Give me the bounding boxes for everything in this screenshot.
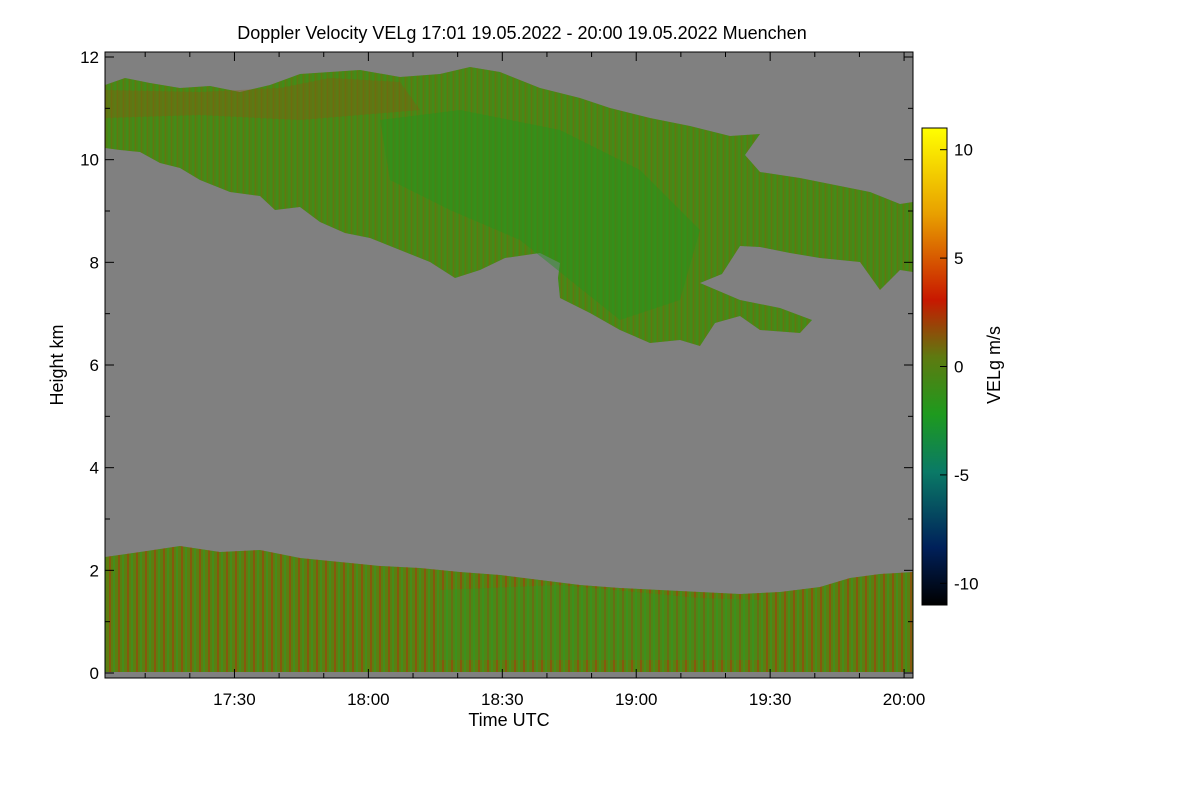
x-tick-label: 19:00 — [615, 690, 658, 709]
y-tick-label: 6 — [90, 356, 99, 375]
y-tick-label: 10 — [80, 151, 99, 170]
y-tick-label: 12 — [80, 48, 99, 67]
colorbar-tick-label: -5 — [954, 466, 969, 485]
chart-title: Doppler Velocity VELg 17:01 19.05.2022 -… — [237, 23, 806, 43]
boundary-layer — [105, 546, 913, 672]
y-axis: 0 2 4 6 8 10 12 — [80, 48, 913, 683]
colorbar-tick-label: 0 — [954, 358, 963, 377]
x-tick-label: 18:30 — [481, 690, 524, 709]
colorbar-tick-label: 10 — [954, 141, 973, 160]
colorbar-ticks: 10 5 0 -5 -10 — [940, 141, 979, 593]
x-tick-label: 18:00 — [347, 690, 390, 709]
y-tick-label: 0 — [90, 664, 99, 683]
x-tick-label: 17:30 — [213, 690, 256, 709]
colorbar-tick-label: 5 — [954, 249, 963, 268]
colorbar-tick-label: -10 — [954, 574, 979, 593]
y-tick-label: 8 — [90, 253, 99, 272]
upper-cloud-layer — [105, 67, 913, 346]
x-axis: 17:30 18:00 18:30 19:00 19:30 20:00 — [144, 52, 926, 709]
x-tick-label: 19:30 — [749, 690, 792, 709]
plot-area — [104, 51, 914, 679]
x-axis-label: Time UTC — [468, 710, 549, 730]
y-axis-label: Height km — [47, 324, 67, 405]
x-tick-label: 20:00 — [883, 690, 926, 709]
colorbar-label: VELg m/s — [984, 326, 1004, 404]
y-tick-label: 2 — [90, 561, 99, 580]
colorbar: 10 5 0 -5 -10 VELg m/s — [921, 127, 1004, 606]
y-tick-label: 4 — [90, 459, 99, 478]
